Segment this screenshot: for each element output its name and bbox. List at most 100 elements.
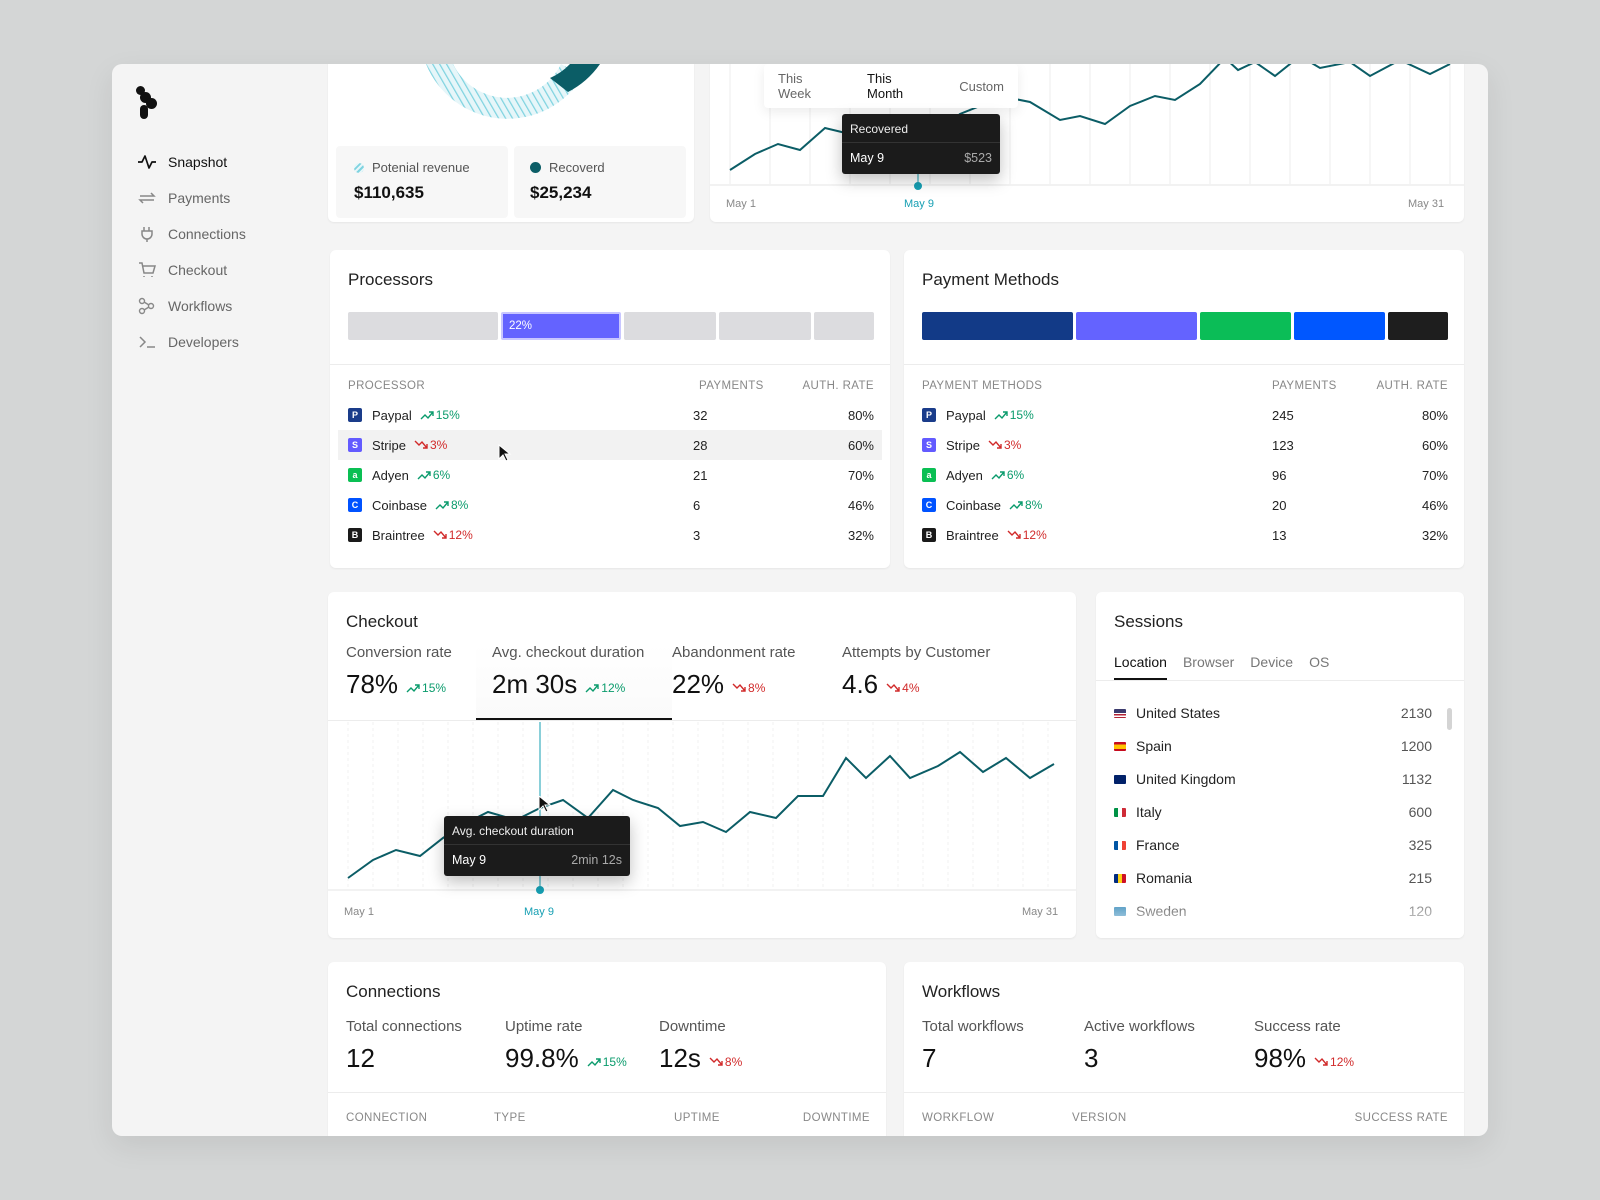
tooltip-value: $523 [964,151,992,165]
pm-bar-segment[interactable] [922,312,1073,340]
processor-distribution-bar[interactable]: 22% [348,312,874,340]
tab-custom[interactable]: Custom [959,78,1004,94]
sidebar-item-developers[interactable]: Developers [136,324,246,360]
sidebar-item-connections[interactable]: Connections [136,216,246,252]
table-row[interactable]: B Braintree 12% 13 32% [904,520,1464,550]
sidebar-item-label: Checkout [168,262,228,278]
table-row[interactable]: C Coinbase 8% 6 46% [330,490,890,520]
tab-kpi-attempts-by-customer[interactable]: Attempts by Customer 4.6 4% [842,644,1042,720]
kpi-label: Total workflows [922,1018,1024,1035]
processor-bar-highlight[interactable]: 22% [501,312,621,340]
trend-arrow-up-icon [420,410,436,420]
pm-bar-segment[interactable] [1200,312,1291,340]
kpi-value: 22% [672,669,725,699]
kpi-label: Avg. checkout duration [492,644,645,661]
trend-value: 8% [1024,498,1043,512]
tab-kpi-abandonment-rate[interactable]: Abandonment rate 22% 8% [672,644,842,720]
sidebar-item-label: Payments [168,190,231,206]
table-row[interactable]: P Paypal 15% 32 80% [330,400,890,430]
tab-browser[interactable]: Browser [1182,654,1235,670]
row-payments: 96 [1272,467,1287,483]
tab-kpi-conversion-rate[interactable]: Conversion rate 78% 15% [346,644,476,720]
sidebar-item-checkout[interactable]: Checkout [136,252,246,288]
row-name: Paypal [946,407,986,423]
recovered-marker-dot[interactable] [914,182,922,190]
sidebar-item-payments[interactable]: Payments [136,180,246,216]
trend-value: 8% [748,681,766,695]
col-type: Type [494,1112,526,1124]
list-item[interactable]: Italy 600 [1096,797,1464,827]
trend-up-badge: 6% [991,468,1024,482]
trend-value: 8% [724,1055,743,1069]
tab-kpi-avg-checkout-duration[interactable]: Avg. checkout duration 2m 30s 12% [476,644,672,720]
card-title: Sessions [1114,612,1183,631]
sessions-scrollbar[interactable] [1447,708,1452,730]
potential-revenue-label: Potenial revenue [372,160,470,175]
recovered-chart-card: This Week This Month Custom Recovered Ma… [710,64,1464,222]
session-count: 325 [1408,837,1432,853]
sidebar-item-workflows[interactable]: Workflows [136,288,246,324]
list-item[interactable]: Romania 215 [1096,863,1464,893]
trend-arrow-down-icon [988,440,1004,450]
list-item[interactable]: United Kingdom 1132 [1096,764,1464,794]
row-auth-rate: 32% [1421,527,1448,543]
trend-up-badge: 8% [1009,498,1042,512]
trend-value: 15% [435,408,460,422]
kpi-label: Success rate [1254,1018,1341,1035]
paypal-logo-icon: P [922,408,936,422]
recovered-tooltip: Recovered May 9 $523 [842,114,1000,174]
stripe-logo-icon: S [348,438,362,452]
sidebar-item-snapshot[interactable]: Snapshot [136,144,246,180]
country-name: United States [1136,705,1221,721]
list-item[interactable]: Spain 1200 [1096,731,1464,761]
trend-up-badge: 15% [420,408,460,422]
table-row[interactable]: a Adyen 6% 96 70% [904,460,1464,490]
pm-bar-segment[interactable] [1388,312,1448,340]
pm-bar-segment[interactable] [1076,312,1197,340]
tab-this-week[interactable]: This Week [778,71,811,101]
checkout-marker-dot[interactable] [536,886,544,894]
sessions-card: Sessions Location Browser Device OS Unit… [1096,592,1464,938]
table-row[interactable]: P Paypal 15% 245 80% [904,400,1464,430]
trend-down-badge: 3% [988,438,1021,452]
table-row[interactable]: S Stripe 3% 123 60% [904,430,1464,460]
tab-this-month[interactable]: This Month [867,71,904,101]
list-item[interactable]: United States 2130 [1096,698,1464,728]
trend-arrow-up-icon [991,470,1007,480]
trend-value: 15% [422,681,447,695]
row-auth-rate: 60% [1421,437,1448,453]
trend-arrow-down-icon [886,683,902,693]
paypal-logo-icon: P [348,408,362,422]
coinbase-logo-icon: C [922,498,936,512]
table-row[interactable]: C Coinbase 8% 20 46% [904,490,1464,520]
axis-end-label: May 31 [1408,198,1445,210]
axis-marker-label: May 9 [904,198,934,210]
tab-device[interactable]: Device [1250,654,1294,670]
kpi-value: 2m 30s [492,669,578,699]
potential-revenue-box: Potenial revenue $110,635 [336,146,508,218]
checkout-line-chart [328,722,1076,894]
tab-os[interactable]: OS [1309,654,1330,670]
flag-spain-icon [1114,741,1126,751]
table-row[interactable]: a Adyen 6% 21 70% [330,460,890,490]
row-auth-rate: 70% [1421,467,1448,483]
row-payments: 3 [693,527,701,543]
pm-bar-segment[interactable] [1294,312,1385,340]
trend-value: 3% [429,438,448,452]
kpi-value: 12 [346,1043,375,1073]
recovered-value: $25,234 [530,183,592,202]
kpi-label: Active workflows [1084,1018,1195,1035]
brand-logo[interactable] [136,86,158,125]
tab-location[interactable]: Location [1114,654,1167,680]
mouse-cursor-icon [498,444,512,462]
table-row[interactable]: S Stripe 3% 28 60% [338,430,882,460]
kpi-value: 4.6 [842,669,879,699]
workflow-icon [136,296,158,316]
kpi-label: Uptime rate [505,1018,583,1035]
table-row[interactable]: B Braintree 12% 3 32% [330,520,890,550]
list-item[interactable]: France 325 [1096,830,1464,860]
payment-methods-distribution-bar[interactable] [922,312,1448,340]
trend-arrow-down-icon [709,1057,725,1067]
trend-up-badge: 6% [417,468,450,482]
trend-value: 4% [902,681,920,695]
